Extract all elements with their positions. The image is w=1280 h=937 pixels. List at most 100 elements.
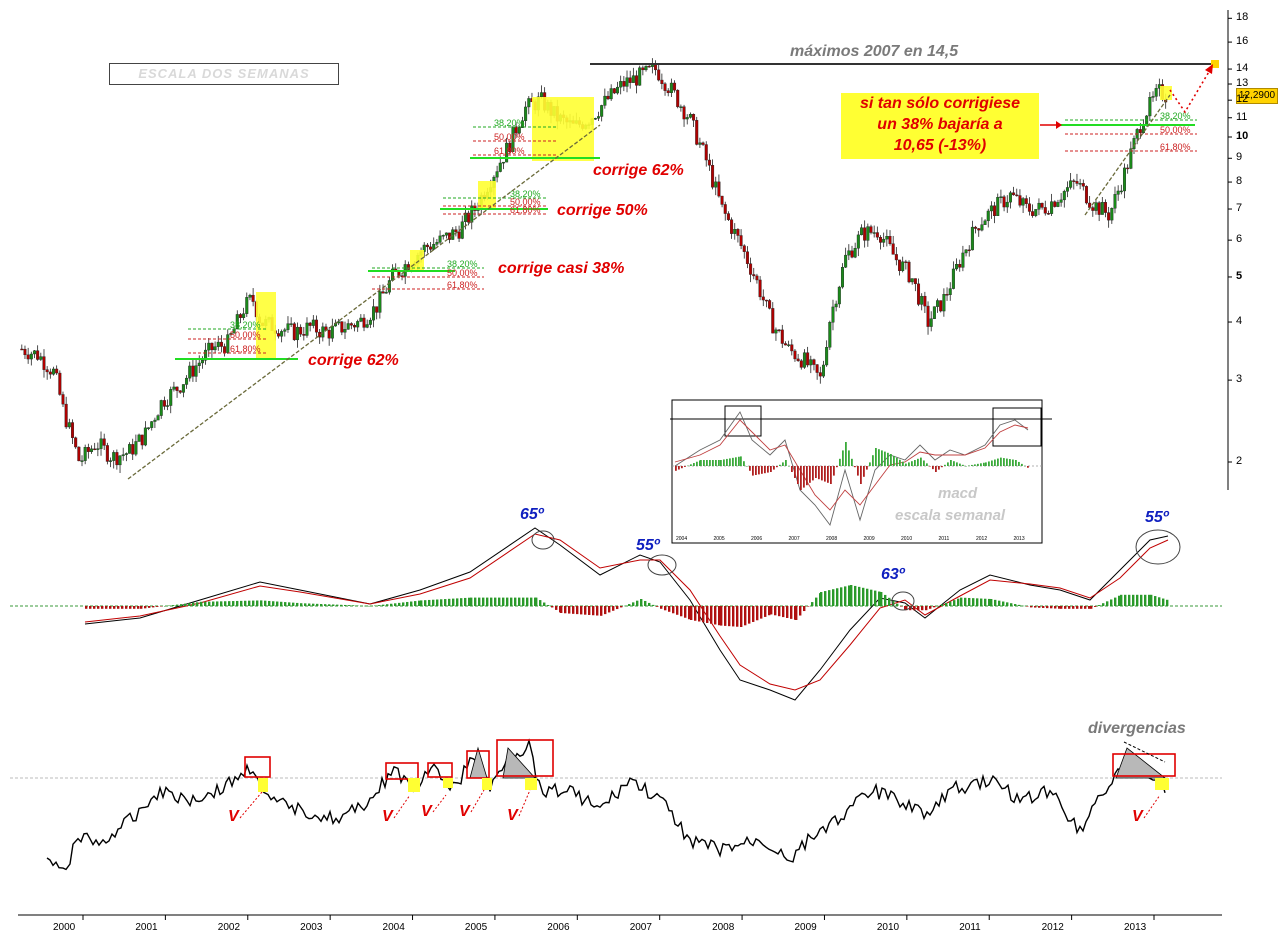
inset-histogram-bar xyxy=(1018,461,1020,466)
inset-histogram-bar xyxy=(950,460,952,466)
candle-body xyxy=(875,232,879,238)
macd-histogram-bar xyxy=(732,606,735,627)
note-arrow-head xyxy=(1056,121,1062,129)
fib-level-label: 50,00% xyxy=(230,330,261,340)
inset-histogram-bar xyxy=(842,450,844,466)
candle-body xyxy=(964,249,968,254)
macd-histogram-bar xyxy=(539,600,542,606)
macd-histogram-bar xyxy=(526,597,529,606)
macd-histogram-bar xyxy=(1090,606,1093,609)
macd-histogram-bar xyxy=(972,598,975,606)
macd-histogram-bar xyxy=(113,606,116,609)
macd-histogram-bar xyxy=(937,605,940,607)
divergence-box xyxy=(1112,753,1176,777)
inset-label-macd: macd xyxy=(938,485,978,502)
candle-body xyxy=(1056,202,1060,207)
macd-histogram-bar xyxy=(612,606,615,611)
macd-histogram-bar xyxy=(494,597,497,606)
inset-histogram-bar xyxy=(941,466,943,468)
candle-body xyxy=(1103,202,1107,213)
candle-body xyxy=(26,354,30,360)
candle-body xyxy=(815,364,819,373)
inset-histogram-bar xyxy=(818,466,820,480)
macd-histogram-bar xyxy=(444,599,447,606)
candle-body xyxy=(511,126,515,153)
inset-histogram-bar xyxy=(684,466,686,467)
candle-body xyxy=(45,369,49,373)
candle-body xyxy=(891,243,895,255)
macd-histogram-bar xyxy=(854,585,857,606)
candle-body xyxy=(856,234,860,249)
macd-histogram-bar xyxy=(212,601,215,606)
x-tick-label: 2001 xyxy=(135,922,158,933)
candle-body xyxy=(159,400,163,416)
candle-body xyxy=(216,341,220,347)
y-tick-label: 8 xyxy=(1236,175,1243,188)
axis-frame xyxy=(18,10,1229,916)
candle-body xyxy=(1129,148,1133,169)
macd-histogram-bar xyxy=(836,588,839,606)
macd-histogram-bar xyxy=(706,606,709,623)
macd-histogram-bar xyxy=(584,606,587,615)
macd-histogram-bar xyxy=(984,598,987,606)
inset-histogram-bar xyxy=(706,460,708,466)
macd-histogram-bar xyxy=(204,601,207,606)
inset-histogram-bar xyxy=(884,451,886,466)
candle-body xyxy=(1005,201,1009,208)
macd-histogram-bar xyxy=(880,592,883,606)
inset-histogram-bar xyxy=(827,466,829,483)
candle-body xyxy=(153,419,157,422)
angle-label: 55º xyxy=(636,537,660,554)
macd-histogram-bar xyxy=(1054,606,1057,609)
candle-body xyxy=(435,242,439,245)
candle-body xyxy=(1126,167,1130,170)
candle-body xyxy=(749,263,753,275)
candle-body xyxy=(1037,202,1041,210)
inset-histogram-bar xyxy=(887,452,889,466)
macd-histogram-bar xyxy=(774,606,777,616)
macd-line xyxy=(84,527,1169,701)
macd-histogram-bar xyxy=(840,587,843,606)
candle-body xyxy=(245,297,249,314)
macd-histogram-bar xyxy=(760,606,763,619)
candle-body xyxy=(834,303,838,308)
macd-histogram-bar xyxy=(89,606,92,609)
candle-body xyxy=(752,274,756,277)
angle-label: 65º xyxy=(520,506,544,523)
inset-signal-line xyxy=(674,419,1029,511)
inset-histogram-bar xyxy=(974,464,976,466)
inset-histogram-bar xyxy=(997,458,999,466)
macd-histogram-bar xyxy=(1026,606,1029,607)
candle-body xyxy=(688,113,692,118)
candle-body xyxy=(109,460,113,462)
macd-histogram-bar xyxy=(1060,606,1063,609)
macd-histogram-bar xyxy=(280,601,283,606)
macd-histogram-bar xyxy=(1128,594,1131,606)
note-line-1: si tan sólo corrigiese xyxy=(859,95,1021,112)
inset-histogram-bar xyxy=(703,460,705,466)
candle-body xyxy=(498,162,502,172)
macd-histogram-bar xyxy=(248,600,251,606)
inset-histogram-bar xyxy=(700,460,702,466)
macd-histogram-bar xyxy=(256,600,259,606)
inset-histogram-bar xyxy=(758,466,760,475)
inset-histogram-bar xyxy=(690,464,692,466)
candle-body xyxy=(606,95,610,100)
candle-body xyxy=(961,252,965,268)
macd-histogram-bar xyxy=(624,605,627,607)
macd-histogram-bar xyxy=(1094,606,1097,607)
inset-histogram-bar xyxy=(696,461,698,466)
macd-histogram-bar xyxy=(702,606,705,623)
signal-line xyxy=(84,533,1169,691)
macd-histogram-bar xyxy=(188,603,191,606)
candle-body xyxy=(356,321,360,328)
macd-histogram-bar xyxy=(828,590,831,606)
candle-body xyxy=(894,254,898,261)
candle-body xyxy=(1008,192,1012,203)
highlight-box xyxy=(478,181,496,209)
candle-body xyxy=(213,346,217,351)
v-arrow xyxy=(470,789,485,813)
v-arrow xyxy=(432,794,447,813)
inset-histogram-bar xyxy=(1024,465,1026,467)
candle-body xyxy=(23,348,27,356)
